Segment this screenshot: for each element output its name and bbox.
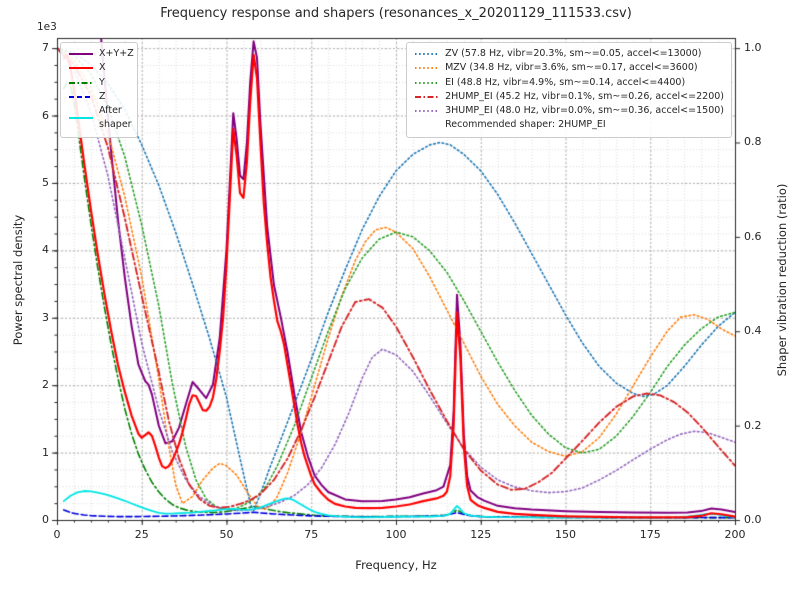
x-tick-label: 150 [555,528,576,541]
legend-item: 2HUMP_EI (45.2 Hz, vibr=0.1%, sm~=0.26, … [414,90,724,104]
legend-item-label: X+Y+Z [99,48,134,59]
legend-item: 3HUMP_EI (48.0 Hz, vibr=0.0%, sm~=0.36, … [414,104,724,118]
legend-line-swatch-icon [69,53,93,56]
legend-item-label: EI (48.8 Hz, vibr=4.9%, sm~=0.14, accel<… [445,76,686,88]
y-right-tick-label: 0.2 [744,418,762,432]
x-tick-label: 125 [470,528,492,541]
legend-line-swatch-icon [69,117,93,120]
y-right-tick-label: 0.8 [744,135,762,149]
recommended-shaper-note: Recommended shaper: 2HUMP_EI [445,119,606,131]
y-right-tick-label: 1.0 [744,41,762,55]
legend-line-swatch-icon [69,67,93,70]
y-axis-offset-text: 1e3 [37,21,57,33]
x-tick-label: 25 [134,528,149,541]
x-tick-label: 175 [639,528,661,541]
legend-shapers: ZV (57.8 Hz, vibr=20.3%, sm~=0.05, accel… [406,42,732,138]
legend-item-label: Y [99,76,105,88]
legend-item-label: After shaper [99,105,132,131]
y-left-tick-label: 1 [42,445,49,459]
legend-item-label: MZV (34.8 Hz, vibr=3.6%, sm~=0.17, accel… [445,62,698,74]
legend-item-label: 3HUMP_EI (48.0 Hz, vibr=0.0%, sm~=0.36, … [445,105,724,116]
x-tick-label: 200 [724,528,746,541]
y-right-tick-label: 0.0 [744,513,762,526]
legend-line-swatch-icon [69,81,93,84]
y-left-tick-label: 0 [42,513,49,526]
legend-item-label: Z [99,90,106,102]
y-axis-left-label: Power spectral density [11,214,25,346]
legend-line-swatch-icon [415,95,440,98]
x-tick-label: 0 [53,528,61,541]
y-left-tick-label: 7 [42,41,49,55]
legend-line-swatch-icon [69,95,93,98]
y-right-tick-label: 0.6 [744,229,762,243]
legend-item: X [68,61,130,75]
legend-line-swatch-icon [415,81,440,84]
y-axis-right-label: Shaper vibration reduction (ratio) [775,183,789,377]
legend-item: X+Y+Z [68,47,134,61]
legend-item: EI (48.8 Hz, vibr=4.9%, sm~=0.14, accel<… [414,76,724,90]
y-left-tick-label: 6 [42,108,49,122]
legend-item-label: 2HUMP_EI (45.2 Hz, vibr=0.1%, sm~=0.26, … [445,90,724,102]
y-left-tick-label: 2 [42,378,49,392]
legend-line-swatch-icon [415,110,440,113]
legend-line-swatch-icon [415,53,440,56]
legend-item-label: ZV (57.8 Hz, vibr=20.3%, sm~=0.05, accel… [445,48,702,59]
y-left-tick-label: 3 [42,310,49,324]
y-right-tick-label: 0.4 [744,324,762,338]
x-tick-label: 50 [219,528,234,541]
legend-item: Z [68,90,130,104]
y-left-tick-label: 4 [42,243,49,257]
x-axis-label: Frequency, Hz [355,558,437,572]
legend-item: Y [68,76,130,90]
x-tick-label: 75 [304,528,319,541]
legend-item-label: X [99,62,106,74]
x-tick-label: 100 [385,528,407,541]
legend-item: ZV (57.8 Hz, vibr=20.3%, sm~=0.05, accel… [414,47,724,61]
legend-item: After shaper [68,104,132,133]
chart-title: Frequency response and shapers (resonanc… [160,6,632,21]
y-left-tick-label: 5 [42,175,49,189]
legend-line-swatch-icon [415,67,440,70]
legend-item: MZV (34.8 Hz, vibr=3.6%, sm~=0.17, accel… [414,61,724,75]
legend-psd: X+Y+Z X Y Z After shaper [60,42,138,138]
